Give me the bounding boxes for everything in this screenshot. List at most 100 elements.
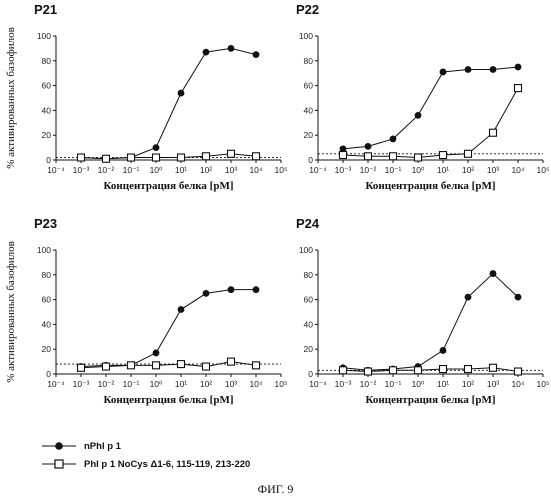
x-tick-label: 10² bbox=[200, 379, 212, 389]
y-tick-label: 20 bbox=[42, 344, 52, 354]
panel-title: P22 bbox=[296, 2, 319, 17]
data-point-filled-circle bbox=[253, 51, 260, 58]
data-point-filled-circle bbox=[178, 306, 185, 313]
data-point-open-square bbox=[203, 153, 210, 160]
x-tick-label: 10² bbox=[462, 165, 474, 175]
data-point-open-square bbox=[103, 155, 110, 162]
y-tick-label: 40 bbox=[304, 105, 314, 115]
data-point-open-square bbox=[465, 150, 472, 157]
y-tick-label: 100 bbox=[299, 31, 313, 41]
x-tick-label: 10⁰ bbox=[150, 379, 163, 389]
y-tick-label: 40 bbox=[304, 319, 314, 329]
x-tick-label: 10⁵ bbox=[275, 165, 288, 175]
x-tick-label: 10⁴ bbox=[249, 379, 262, 389]
y-tick-label: 100 bbox=[299, 245, 313, 255]
data-point-open-square bbox=[490, 129, 497, 136]
x-tick-label: 10⁻⁴ bbox=[309, 165, 327, 175]
y-tick-label: 20 bbox=[42, 130, 52, 140]
x-tick-label: 10⁻² bbox=[360, 379, 377, 389]
y-tick-label: 60 bbox=[304, 295, 314, 305]
x-tick-label: 10¹ bbox=[437, 165, 449, 175]
y-tick-label: 0 bbox=[46, 369, 51, 379]
series-line-nphl bbox=[343, 274, 518, 371]
x-axis-label: Концентрация белка [pM] bbox=[103, 394, 233, 406]
y-tick-label: 0 bbox=[46, 155, 51, 165]
data-point-filled-circle bbox=[365, 143, 372, 150]
data-point-open-square bbox=[228, 150, 235, 157]
data-point-open-square bbox=[228, 358, 235, 365]
y-tick-label: 20 bbox=[304, 344, 314, 354]
x-tick-label: 10⁰ bbox=[150, 165, 163, 175]
x-tick-label: 10² bbox=[462, 379, 474, 389]
chart-panel-p24: P2402040608010010⁻⁴10⁻³10⁻²10⁻¹10⁰10¹10²… bbox=[296, 216, 549, 406]
x-tick-label: 10⁰ bbox=[412, 165, 425, 175]
chart-panel-p21: P2102040608010010⁻⁴10⁻³10⁻²10⁻¹10⁰10¹10²… bbox=[5, 2, 287, 192]
y-tick-label: 60 bbox=[304, 81, 314, 91]
data-point-open-square bbox=[203, 363, 210, 370]
data-point-open-square bbox=[415, 367, 422, 374]
data-point-open-square bbox=[440, 152, 447, 159]
y-tick-label: 0 bbox=[308, 369, 313, 379]
data-point-open-square bbox=[178, 361, 185, 368]
data-point-filled-circle bbox=[228, 286, 235, 293]
data-point-filled-circle bbox=[203, 49, 210, 56]
data-point-filled-circle bbox=[253, 286, 260, 293]
data-point-filled-circle bbox=[153, 350, 160, 357]
x-tick-label: 10⁵ bbox=[537, 165, 550, 175]
series-line-nphl bbox=[81, 290, 256, 367]
data-point-open-square bbox=[78, 154, 85, 161]
x-tick-label: 10⁻¹ bbox=[123, 165, 140, 175]
panel-title: P21 bbox=[34, 2, 57, 17]
x-tick-label: 10⁻⁴ bbox=[47, 379, 65, 389]
y-tick-label: 40 bbox=[42, 319, 52, 329]
data-point-open-square bbox=[340, 367, 347, 374]
data-point-open-square bbox=[128, 154, 135, 161]
figure-caption: ФИГ. 9 bbox=[0, 482, 551, 497]
data-point-open-square bbox=[178, 154, 185, 161]
data-point-filled-circle bbox=[415, 112, 422, 119]
data-point-open-square bbox=[465, 366, 472, 373]
data-point-filled-circle bbox=[465, 294, 472, 301]
x-axis-label: Концентрация белка [pM] bbox=[365, 394, 495, 406]
x-axis-label: Концентрация белка [pM] bbox=[103, 180, 233, 192]
data-point-open-square bbox=[128, 362, 135, 369]
data-point-filled-circle bbox=[440, 347, 447, 354]
data-point-open-square bbox=[515, 85, 522, 92]
y-tick-label: 60 bbox=[42, 295, 52, 305]
y-tick-label: 80 bbox=[304, 56, 314, 66]
data-point-filled-circle bbox=[465, 66, 472, 73]
legend-label-2: Phl p 1 NoCys Δ1-6, 115-119, 213-220 bbox=[84, 459, 250, 470]
data-point-open-square bbox=[78, 364, 85, 371]
y-tick-label: 60 bbox=[42, 81, 52, 91]
y-tick-label: 20 bbox=[304, 130, 314, 140]
x-axis-label: Концентрация белка [pM] bbox=[365, 180, 495, 192]
data-point-filled-circle bbox=[228, 45, 235, 52]
data-point-open-square bbox=[340, 152, 347, 159]
data-point-filled-circle bbox=[440, 69, 447, 76]
data-point-open-square bbox=[365, 153, 372, 160]
x-tick-label: 10⁻² bbox=[360, 165, 377, 175]
data-point-open-square bbox=[153, 362, 160, 369]
data-point-open-square bbox=[440, 366, 447, 373]
y-axis-label: % активированных базофилов bbox=[5, 241, 17, 383]
data-point-filled-circle bbox=[490, 270, 497, 277]
x-tick-label: 10⁴ bbox=[511, 379, 524, 389]
x-tick-label: 10⁻⁴ bbox=[309, 379, 327, 389]
data-point-filled-circle bbox=[178, 90, 185, 97]
x-tick-label: 10⁰ bbox=[412, 379, 425, 389]
x-tick-label: 10⁻¹ bbox=[123, 379, 140, 389]
x-tick-label: 10⁵ bbox=[275, 379, 288, 389]
x-tick-label: 10⁻⁴ bbox=[47, 165, 65, 175]
x-tick-label: 10⁻² bbox=[98, 379, 115, 389]
y-tick-label: 80 bbox=[42, 56, 52, 66]
legend-item-1: nPhl p 1 bbox=[40, 440, 121, 452]
data-point-open-square bbox=[515, 368, 522, 375]
chart-panel-p22: P2202040608010010⁻⁴10⁻³10⁻²10⁻¹10⁰10¹10²… bbox=[296, 2, 549, 192]
y-tick-label: 80 bbox=[304, 270, 314, 280]
series-line-nphl bbox=[81, 48, 256, 158]
x-tick-label: 10⁻³ bbox=[335, 379, 352, 389]
legend-label-1: nPhl p 1 bbox=[84, 441, 121, 452]
x-tick-label: 10¹ bbox=[175, 379, 187, 389]
x-tick-label: 10⁻³ bbox=[335, 165, 352, 175]
